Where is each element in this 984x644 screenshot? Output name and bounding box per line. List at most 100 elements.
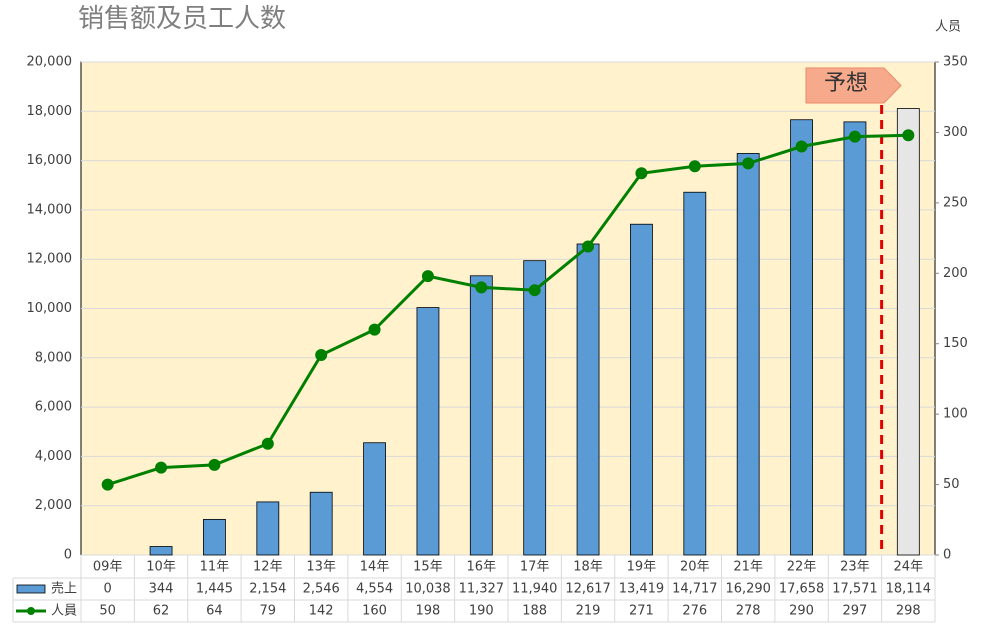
bar xyxy=(256,501,280,556)
x-tick-label: 16年 xyxy=(467,560,497,575)
y-tick-label: 14,000 xyxy=(27,202,73,217)
bar xyxy=(683,191,707,556)
bar xyxy=(149,546,173,556)
table-value: 198 xyxy=(416,604,441,619)
table-value: 0 xyxy=(104,582,112,597)
line-point xyxy=(101,478,114,491)
table-value: 16,290 xyxy=(725,582,771,597)
line-point xyxy=(795,140,808,153)
bar xyxy=(736,153,760,556)
bar xyxy=(790,119,813,556)
table-value: 17,571 xyxy=(832,582,878,597)
table-value: 142 xyxy=(309,604,334,619)
x-tick-label: 12年 xyxy=(253,560,283,575)
forecast-label: 予想 xyxy=(824,71,868,96)
table-value: 64 xyxy=(206,604,223,619)
x-tick-label: 15年 xyxy=(413,560,443,575)
table-value: 2,154 xyxy=(249,582,286,597)
line-point xyxy=(315,348,328,361)
y-tick-label: 6,000 xyxy=(35,400,72,415)
bar xyxy=(843,121,867,556)
y-tick-label: 2,000 xyxy=(35,498,72,513)
y-tick-label: 20,000 xyxy=(27,55,73,70)
table-value: 50 xyxy=(99,604,116,619)
table-value: 17,658 xyxy=(779,582,825,597)
y2-tick-label: 100 xyxy=(943,407,968,422)
line-point xyxy=(261,437,274,450)
y2-tick-label: 50 xyxy=(943,477,960,492)
table-value: 18,114 xyxy=(886,582,932,597)
table-value: 10,038 xyxy=(405,582,451,597)
legend-marker xyxy=(16,584,46,594)
x-tick-label: 24年 xyxy=(894,560,924,575)
table-value: 12,617 xyxy=(565,582,611,597)
table-value: 290 xyxy=(789,604,814,619)
y-tick-label: 12,000 xyxy=(27,252,73,267)
table-value: 4,554 xyxy=(356,582,393,597)
line-point xyxy=(635,167,648,180)
x-tick-label: 17年 xyxy=(520,560,550,575)
forecast-callout xyxy=(805,67,902,104)
y-tick-label: 16,000 xyxy=(27,153,73,168)
line-point xyxy=(208,458,221,471)
y2-tick-label: 150 xyxy=(943,336,968,351)
table-value: 2,546 xyxy=(303,582,340,597)
table-value: 11,327 xyxy=(459,582,505,597)
table-value: 278 xyxy=(736,604,761,619)
x-tick-label: 14年 xyxy=(360,560,390,575)
line-point xyxy=(902,129,915,142)
line-point xyxy=(368,323,381,336)
table-value: 344 xyxy=(149,582,174,597)
y2-tick-label: 0 xyxy=(943,548,951,563)
y-tick-label: 18,000 xyxy=(27,104,73,119)
x-tick-label: 22年 xyxy=(787,560,817,575)
bar xyxy=(469,275,493,556)
table-value: 297 xyxy=(843,604,868,619)
bar xyxy=(630,223,653,556)
bar xyxy=(203,518,226,556)
table-value: 13,419 xyxy=(619,582,665,597)
line-point xyxy=(688,160,701,173)
table-value: 298 xyxy=(896,604,921,619)
bar xyxy=(309,491,333,556)
line-point xyxy=(421,270,434,283)
y-tick-label: 8,000 xyxy=(35,350,72,365)
bar xyxy=(523,260,547,556)
line-point xyxy=(475,281,488,294)
x-tick-label: 18年 xyxy=(573,560,603,575)
y-tick-label: 4,000 xyxy=(35,449,72,464)
table-value: 1,445 xyxy=(196,582,233,597)
x-tick-label: 09年 xyxy=(93,560,123,575)
bar xyxy=(363,442,386,556)
y-tick-label: 0 xyxy=(64,548,72,563)
y2-tick-label: 200 xyxy=(943,266,968,281)
table-value: 160 xyxy=(362,604,387,619)
chart-title: 销售额及员工人数 xyxy=(78,4,286,34)
line-point xyxy=(528,284,541,297)
line-point xyxy=(155,461,168,474)
x-tick-label: 13年 xyxy=(306,560,336,575)
table-value: 62 xyxy=(153,604,170,619)
bar xyxy=(416,307,440,556)
x-tick-label: 19年 xyxy=(627,560,657,575)
bar xyxy=(896,108,920,556)
y2-tick-label: 300 xyxy=(943,125,968,140)
legend-label: 売上 xyxy=(51,581,77,597)
table-value: 11,940 xyxy=(512,582,558,597)
table-value: 14,717 xyxy=(672,582,718,597)
x-tick-label: 10年 xyxy=(146,560,176,575)
table-value: 276 xyxy=(682,604,707,619)
x-tick-label: 20年 xyxy=(680,560,710,575)
table-value: 219 xyxy=(576,604,601,619)
table-value: 79 xyxy=(260,604,277,619)
bar xyxy=(576,243,600,556)
line-point xyxy=(742,157,755,170)
y2-tick-label: 250 xyxy=(943,195,968,210)
table-value: 190 xyxy=(469,604,494,619)
line-point xyxy=(582,240,595,253)
line-point xyxy=(848,130,861,143)
x-tick-label: 11年 xyxy=(200,560,230,575)
y2-tick-label: 350 xyxy=(943,55,968,70)
table-value: 271 xyxy=(629,604,654,619)
